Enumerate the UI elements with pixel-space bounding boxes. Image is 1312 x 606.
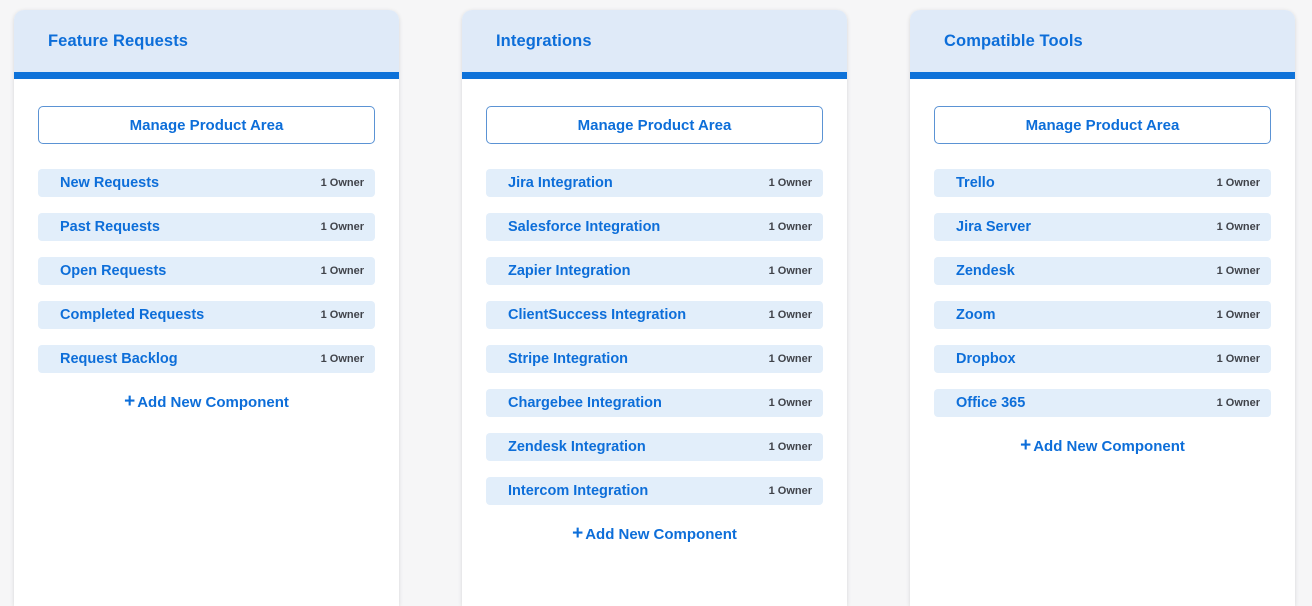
product-area-body: Manage Product Area New Requests 1 Owner… bbox=[14, 79, 399, 606]
component-owner-count: 1 Owner bbox=[1216, 397, 1260, 409]
product-area-card-feature-requests: Feature Requests Manage Product Area New… bbox=[14, 10, 399, 606]
component-name: Chargebee Integration bbox=[508, 395, 662, 411]
component-name: Trello bbox=[956, 175, 995, 191]
component-name: Zoom bbox=[956, 307, 996, 323]
product-area-card-compatible-tools: Compatible Tools Manage Product Area Tre… bbox=[910, 10, 1295, 606]
product-area-body: Manage Product Area Jira Integration 1 O… bbox=[462, 79, 847, 606]
add-new-component-button[interactable]: + Add New Component bbox=[38, 391, 375, 412]
component-row[interactable]: Trello 1 Owner bbox=[934, 169, 1271, 197]
add-new-component-label: Add New Component bbox=[1033, 438, 1185, 455]
plus-icon: + bbox=[572, 523, 584, 544]
component-name: Jira Server bbox=[956, 219, 1031, 235]
component-owner-count: 1 Owner bbox=[320, 221, 364, 233]
product-area-header: Compatible Tools bbox=[910, 10, 1295, 72]
component-owner-count: 1 Owner bbox=[768, 441, 812, 453]
component-row[interactable]: Chargebee Integration 1 Owner bbox=[486, 389, 823, 417]
accent-bar bbox=[910, 72, 1295, 79]
component-row[interactable]: Open Requests 1 Owner bbox=[38, 257, 375, 285]
component-row[interactable]: Past Requests 1 Owner bbox=[38, 213, 375, 241]
component-owner-count: 1 Owner bbox=[768, 265, 812, 277]
component-row[interactable]: Office 365 1 Owner bbox=[934, 389, 1271, 417]
component-name: Zapier Integration bbox=[508, 263, 631, 279]
component-owner-count: 1 Owner bbox=[768, 309, 812, 321]
component-name: Past Requests bbox=[60, 219, 160, 235]
component-name: Office 365 bbox=[956, 395, 1026, 411]
add-new-component-label: Add New Component bbox=[585, 526, 737, 543]
component-owner-count: 1 Owner bbox=[320, 309, 364, 321]
manage-product-area-button[interactable]: Manage Product Area bbox=[486, 106, 823, 144]
product-area-header: Feature Requests bbox=[14, 10, 399, 72]
component-owner-count: 1 Owner bbox=[1216, 177, 1260, 189]
component-name: Open Requests bbox=[60, 263, 167, 279]
plus-icon: + bbox=[1020, 435, 1032, 456]
plus-icon: + bbox=[124, 391, 136, 412]
component-row[interactable]: Request Backlog 1 Owner bbox=[38, 345, 375, 373]
manage-product-area-button[interactable]: Manage Product Area bbox=[934, 106, 1271, 144]
component-name: Salesforce Integration bbox=[508, 219, 661, 235]
component-name: New Requests bbox=[60, 175, 160, 191]
component-name: Intercom Integration bbox=[508, 483, 649, 499]
component-name: ClientSuccess Integration bbox=[508, 307, 687, 323]
component-owner-count: 1 Owner bbox=[768, 177, 812, 189]
accent-bar bbox=[14, 72, 399, 79]
component-owner-count: 1 Owner bbox=[320, 265, 364, 277]
component-row[interactable]: Zendesk Integration 1 Owner bbox=[486, 433, 823, 461]
component-row[interactable]: Zapier Integration 1 Owner bbox=[486, 257, 823, 285]
component-owner-count: 1 Owner bbox=[1216, 309, 1260, 321]
component-row[interactable]: Intercom Integration 1 Owner bbox=[486, 477, 823, 505]
product-area-card-integrations: Integrations Manage Product Area Jira In… bbox=[462, 10, 847, 606]
component-row[interactable]: Stripe Integration 1 Owner bbox=[486, 345, 823, 373]
add-new-component-button[interactable]: + Add New Component bbox=[486, 523, 823, 544]
product-area-title: Integrations bbox=[496, 31, 592, 50]
component-owner-count: 1 Owner bbox=[768, 221, 812, 233]
component-name: Completed Requests bbox=[60, 307, 205, 323]
component-name: Request Backlog bbox=[60, 351, 178, 367]
add-new-component-button[interactable]: + Add New Component bbox=[934, 435, 1271, 456]
component-owner-count: 1 Owner bbox=[320, 353, 364, 365]
component-name: Jira Integration bbox=[508, 175, 613, 191]
component-name: Zendesk Integration bbox=[508, 439, 646, 455]
component-row[interactable]: Zoom 1 Owner bbox=[934, 301, 1271, 329]
component-row[interactable]: New Requests 1 Owner bbox=[38, 169, 375, 197]
component-owner-count: 1 Owner bbox=[320, 177, 364, 189]
product-area-header: Integrations bbox=[462, 10, 847, 72]
component-row[interactable]: Salesforce Integration 1 Owner bbox=[486, 213, 823, 241]
component-owner-count: 1 Owner bbox=[768, 485, 812, 497]
component-name: Dropbox bbox=[956, 351, 1016, 367]
accent-bar bbox=[462, 72, 847, 79]
component-owner-count: 1 Owner bbox=[1216, 353, 1260, 365]
manage-product-area-button[interactable]: Manage Product Area bbox=[38, 106, 375, 144]
component-row[interactable]: Completed Requests 1 Owner bbox=[38, 301, 375, 329]
component-row[interactable]: Jira Server 1 Owner bbox=[934, 213, 1271, 241]
component-owner-count: 1 Owner bbox=[1216, 265, 1260, 277]
product-area-title: Feature Requests bbox=[48, 31, 189, 50]
component-row[interactable]: Zendesk 1 Owner bbox=[934, 257, 1271, 285]
component-row[interactable]: ClientSuccess Integration 1 Owner bbox=[486, 301, 823, 329]
component-owner-count: 1 Owner bbox=[768, 397, 812, 409]
component-owner-count: 1 Owner bbox=[768, 353, 812, 365]
product-area-body: Manage Product Area Trello 1 Owner Jira … bbox=[910, 79, 1295, 606]
component-name: Zendesk bbox=[956, 263, 1015, 279]
component-row[interactable]: Dropbox 1 Owner bbox=[934, 345, 1271, 373]
component-row[interactable]: Jira Integration 1 Owner bbox=[486, 169, 823, 197]
component-owner-count: 1 Owner bbox=[1216, 221, 1260, 233]
product-area-title: Compatible Tools bbox=[944, 31, 1083, 50]
component-name: Stripe Integration bbox=[508, 351, 629, 367]
add-new-component-label: Add New Component bbox=[137, 394, 289, 411]
